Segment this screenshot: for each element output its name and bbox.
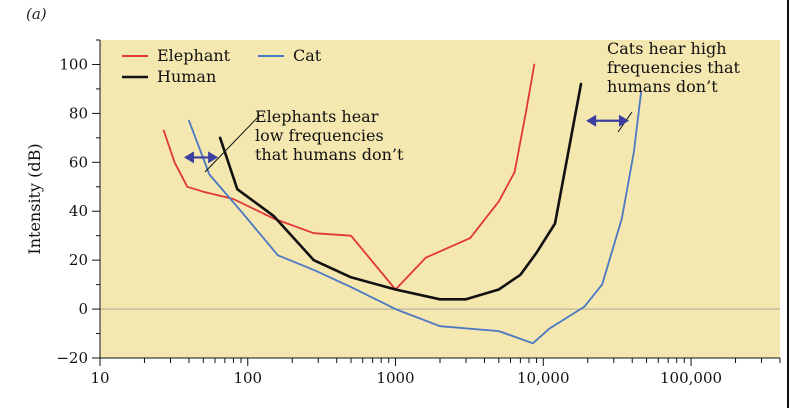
y-tick-label: 80 (69, 104, 88, 122)
series-line-cat (188, 90, 643, 345)
arrow-head-right (618, 114, 629, 127)
legend-label-cat: Cat (293, 46, 322, 65)
panel-label: (a) (26, 5, 47, 23)
double-arrow-elephant-note (183, 151, 219, 164)
y-tick-label: 40 (69, 202, 88, 220)
x-tick-label: 10 (90, 369, 109, 387)
arrow-head-left (183, 151, 194, 164)
x-tick-label: 1000 (376, 369, 414, 387)
annotation-elephant-pointer (204, 114, 261, 173)
series-line-human (218, 82, 583, 301)
series-line-elephant (162, 63, 536, 291)
legend-label-human: Human (157, 67, 216, 86)
y-tick-label: −20 (56, 349, 88, 367)
annotation-cat-line-3: humans don’t (607, 77, 718, 96)
double-arrow-cat-note (586, 114, 629, 127)
y-tick-label: 60 (69, 153, 88, 171)
annotation-elephant-group: Elephants hear low frequencies that huma… (204, 107, 404, 173)
annotation-cat-line-2: frequencies that (607, 58, 740, 77)
y-ticks: −20 0 20 40 60 80 100 (56, 39, 100, 367)
annotation-elephant-line-3: that humans don’t (255, 145, 404, 164)
legend: Elephant Cat Human (122, 46, 322, 86)
arrow-head-right (208, 151, 219, 164)
arrow-head-left (586, 114, 597, 127)
y-tick-label: 20 (69, 251, 88, 269)
legend-label-elephant: Elephant (157, 46, 231, 65)
y-tick-label: 100 (59, 55, 88, 73)
plot-background (100, 40, 780, 358)
annotation-cat-line-1: Cats hear high (607, 39, 727, 58)
x-tick-label: 10,000 (517, 369, 570, 387)
annotation-arrows (183, 114, 629, 164)
annotation-elephant-line-2: low frequencies (255, 126, 384, 145)
right-border (787, 0, 789, 408)
series-lines (162, 63, 643, 345)
x-tick-label: 100 (233, 369, 262, 387)
annotation-cat-group: Cats hear high frequencies that humans d… (607, 39, 740, 133)
y-axis-label: Intensity (dB) (25, 143, 44, 254)
x-tick-label: 100,000 (660, 369, 722, 387)
x-ticks: 10 100 1000 10,000 100,000 (90, 358, 781, 387)
y-tick-label: 0 (78, 300, 88, 318)
annotation-elephant-line-1: Elephants hear (255, 107, 379, 126)
